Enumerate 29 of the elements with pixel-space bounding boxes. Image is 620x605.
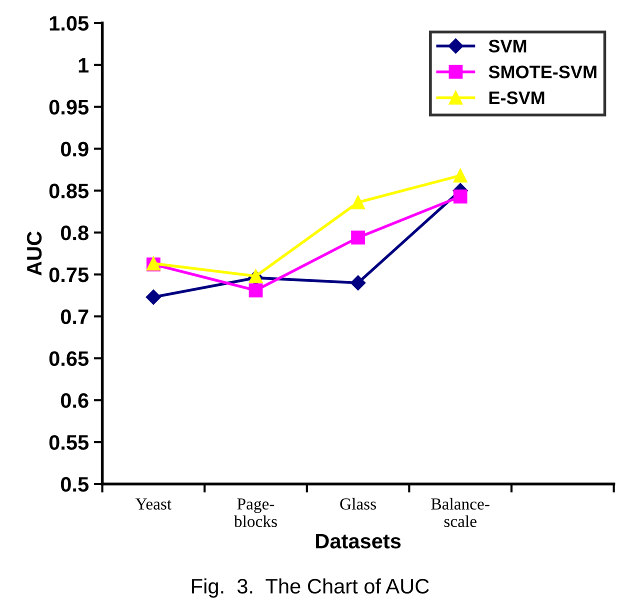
y-tick-label: 1 bbox=[78, 58, 89, 72]
point bbox=[350, 275, 366, 290]
y-tick-label: 0.6 bbox=[60, 393, 88, 408]
point bbox=[146, 290, 162, 305]
point bbox=[248, 283, 263, 298]
y-tick-label: 0.7 bbox=[60, 309, 88, 324]
x-tick-label: Page- blocks bbox=[234, 498, 277, 528]
legend-label: SMOTE-SVM bbox=[488, 66, 596, 78]
y-tick-label: 0.75 bbox=[49, 267, 89, 282]
x-tick-label: Yeast bbox=[135, 498, 172, 510]
y-tick-label: 0.65 bbox=[49, 351, 89, 366]
point bbox=[351, 195, 365, 210]
point bbox=[453, 168, 468, 182]
legend-label: E-SVM bbox=[489, 91, 544, 104]
y-tick-label: 0.8 bbox=[60, 226, 88, 240]
caption: Fig. 3. The Chart of AUC bbox=[192, 578, 429, 598]
y-tick-label: 0.5 bbox=[60, 477, 89, 492]
y-tick-label: 0.55 bbox=[49, 435, 89, 450]
x-tick-label: Glass bbox=[340, 498, 376, 510]
point bbox=[453, 190, 468, 204]
y-axis-title: AUC bbox=[26, 231, 42, 276]
y-tick-label: 0.85 bbox=[49, 184, 89, 198]
y-tick-label: 0.95 bbox=[49, 100, 89, 115]
point bbox=[351, 230, 365, 245]
x-axis-title: Datasets bbox=[316, 534, 401, 549]
y-tick-label: 0.9 bbox=[60, 142, 88, 156]
x-tick-label: Balance- scale bbox=[431, 498, 490, 528]
legend-label: SVM bbox=[488, 40, 526, 52]
y-tick-label: 1.05 bbox=[50, 16, 89, 31]
